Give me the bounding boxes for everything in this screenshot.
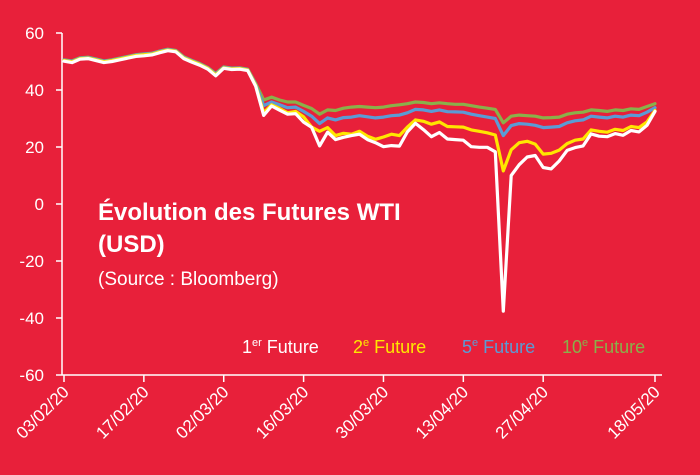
x-tick-label: 17/02/20: [92, 382, 152, 442]
y-tick-label: 0: [35, 195, 44, 214]
x-tick-label: 03/02/20: [13, 382, 73, 442]
chart-subtitle: (Source : Bloomberg): [98, 269, 279, 290]
x-tick-label: 13/04/20: [412, 382, 472, 442]
x-axis-ticks: 03/02/20 17/02/20 02/03/20 16/03/20 30/03/20…: [13, 375, 664, 443]
series-line-4: [62, 47, 657, 125]
y-tick-label: 40: [25, 81, 44, 100]
y-tick-label: 20: [25, 138, 44, 157]
x-tick-label: 30/03/20: [332, 382, 392, 442]
series-line-3: [62, 47, 657, 138]
y-tick-label: -40: [19, 309, 44, 328]
chart-title-line2: (USD): [98, 231, 165, 258]
series-lines: [62, 47, 657, 313]
chart-title-line1: Évolution des Futures WTI: [98, 198, 401, 226]
legend-item-3: 5e Future: [462, 337, 535, 357]
y-tick-label: -60: [19, 366, 44, 385]
y-tick-label: -20: [19, 252, 44, 271]
legend-item-4: 10e Future: [562, 337, 645, 357]
series-line-1: [62, 49, 657, 313]
y-tick-label: 60: [25, 24, 44, 43]
x-tick-label: 27/04/20: [492, 382, 552, 442]
x-tick-label: 02/03/20: [172, 382, 232, 442]
x-tick-label: 16/03/20: [252, 382, 312, 442]
legend-item-1: 1er Future: [242, 337, 319, 357]
x-tick-label: 18/05/20: [604, 382, 664, 442]
legend: 1er Future 2e Future 5e Future 10e Future: [242, 337, 645, 357]
y-axis-ticks: 60 40 20 0 -20 -40 -60: [19, 24, 62, 385]
legend-item-2: 2e Future: [353, 337, 426, 357]
